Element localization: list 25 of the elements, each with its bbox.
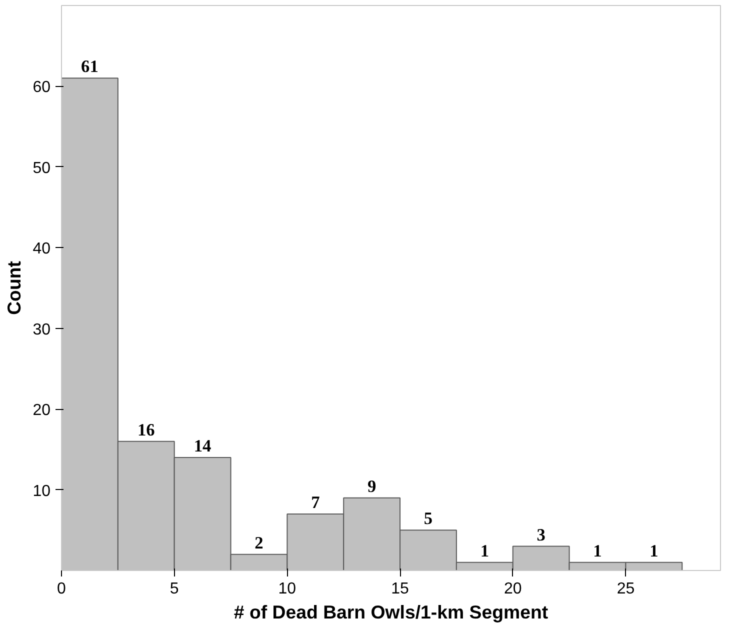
y-tick-label: 50: [32, 160, 51, 177]
data-label: 2: [254, 533, 264, 552]
data-label: 61: [81, 57, 98, 76]
data-label: 5: [424, 509, 433, 528]
data-label: 14: [194, 436, 212, 456]
data-label: 1: [593, 541, 602, 560]
y-axis-title: Count: [4, 261, 25, 315]
x-tick-label: 10: [278, 580, 296, 598]
x-tick-label: 0: [57, 580, 66, 598]
data-label: 16: [137, 420, 156, 440]
x-tick-label: 5: [170, 580, 179, 598]
data-label: 1: [480, 541, 489, 560]
data-label: 1: [650, 541, 658, 560]
data-label: 9: [367, 476, 376, 496]
y-tick-label: 10: [32, 482, 51, 500]
y-tick-label: 40: [32, 240, 51, 258]
x-axis-title: # of Dead Barn Owls/1-km Segment: [234, 602, 548, 622]
y-tick-label: 20: [32, 402, 51, 420]
data-label: 3: [536, 525, 546, 544]
data-label: 7: [311, 493, 320, 512]
x-tick-label: 20: [504, 580, 522, 598]
y-tick-label: 30: [32, 321, 51, 338]
x-tick-label: 15: [391, 580, 410, 598]
x-tick-label: 25: [616, 580, 635, 598]
y-tick-label: 60: [32, 79, 51, 96]
